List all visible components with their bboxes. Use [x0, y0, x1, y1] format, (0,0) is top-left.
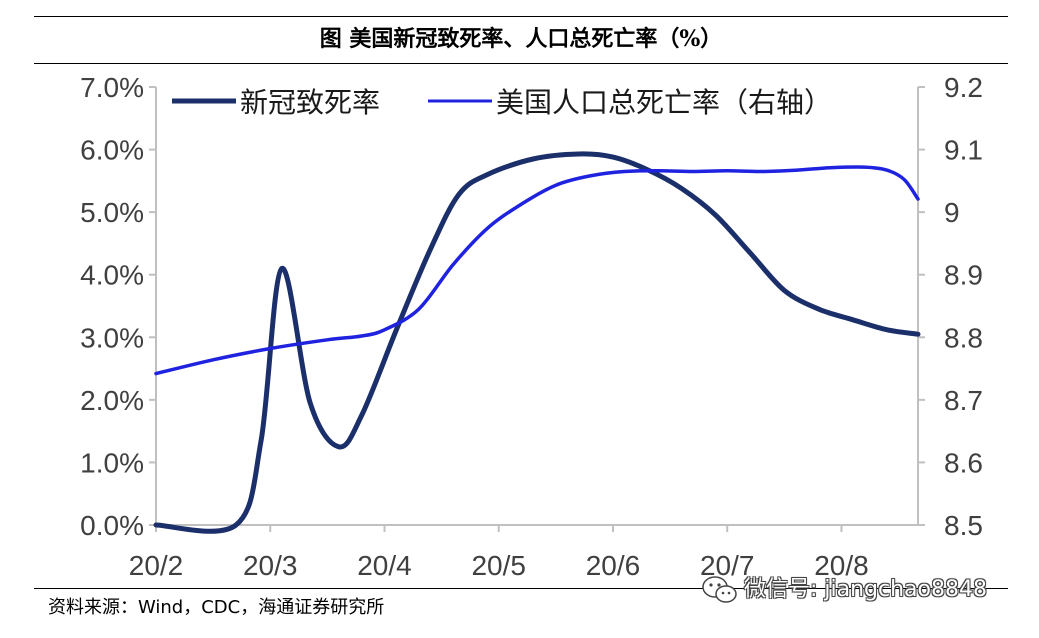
legend-label-covid-fatality: 新冠致死率 — [240, 86, 380, 119]
y-right-tick-label: 9 — [944, 197, 960, 228]
y-left-tick-label: 7.0% — [80, 72, 144, 103]
watermark: 微信号: jiangchao8848 — [700, 574, 1000, 606]
y-left-tick-label: 3.0% — [80, 322, 144, 353]
y-left-tick-label: 4.0% — [80, 260, 144, 291]
x-tick-label: 20/3 — [243, 550, 298, 581]
y-left-tick-label: 0.0% — [80, 510, 144, 541]
x-tick-label: 20/7 — [700, 550, 755, 581]
source-note: 资料来源：Wind，CDC，海通证券研究所 — [48, 597, 385, 618]
y-left-ticks: 0.0% 1.0% 2.0% 3.0% 4.0% 5.0% 6.0% 7.0% — [80, 72, 156, 541]
y-right-tick-label: 8.9 — [944, 260, 983, 291]
series-line-covid-fatality — [153, 151, 921, 534]
watermark-text: 微信号: jiangchao8848 — [744, 577, 987, 602]
y-right-tick-label: 9.1 — [944, 135, 983, 166]
top-rule — [34, 16, 1008, 17]
wechat-logo-icon — [702, 576, 737, 603]
line-chart: 0.0%1.0%2.0%3.0%4.0%5.0%6.0%7.0% 8.58.68… — [80, 72, 983, 581]
x-ticks: 20/2 20/3 20/4 20/5 20/6 20/7 20/8 — [129, 525, 869, 581]
legend-label-total-mortality: 美国人口总死亡率（右轴） — [496, 86, 832, 119]
x-tick-label: 20/8 — [814, 550, 869, 581]
y-right-tick-label: 8.8 — [944, 322, 983, 353]
series-line-total-mortality — [154, 165, 920, 376]
source-rule — [34, 588, 1008, 589]
y-right-tick-label: 8.5 — [944, 510, 983, 541]
x-tick-label: 20/4 — [357, 550, 412, 581]
title-rule — [34, 63, 1008, 64]
x-tick-label: 20/2 — [129, 550, 184, 581]
y-right-tick-label: 8.7 — [944, 385, 983, 416]
y-right-tick-label: 9.2 — [944, 72, 983, 103]
x-tick-label: 20/5 — [471, 550, 526, 581]
y-left-tick-label: 2.0% — [80, 385, 144, 416]
series-layer — [153, 151, 921, 534]
figure-title: 图 美国新冠致死率、人口总死亡率（%） — [319, 26, 723, 52]
y-left-tick-label: 6.0% — [80, 135, 144, 166]
y-left-tick-label: 1.0% — [80, 447, 144, 478]
chart-axes — [155, 87, 919, 526]
legend: 新冠致死率 美国人口总死亡率（右轴） — [172, 86, 832, 119]
x-tick-label: 20/6 — [586, 550, 641, 581]
y-right-ticks: 8.5 8.6 8.7 8.8 8.9 9 9.1 9.2 — [918, 72, 983, 541]
y-left-tick-label: 5.0% — [80, 197, 144, 228]
y-right-tick-label: 8.6 — [944, 447, 983, 478]
